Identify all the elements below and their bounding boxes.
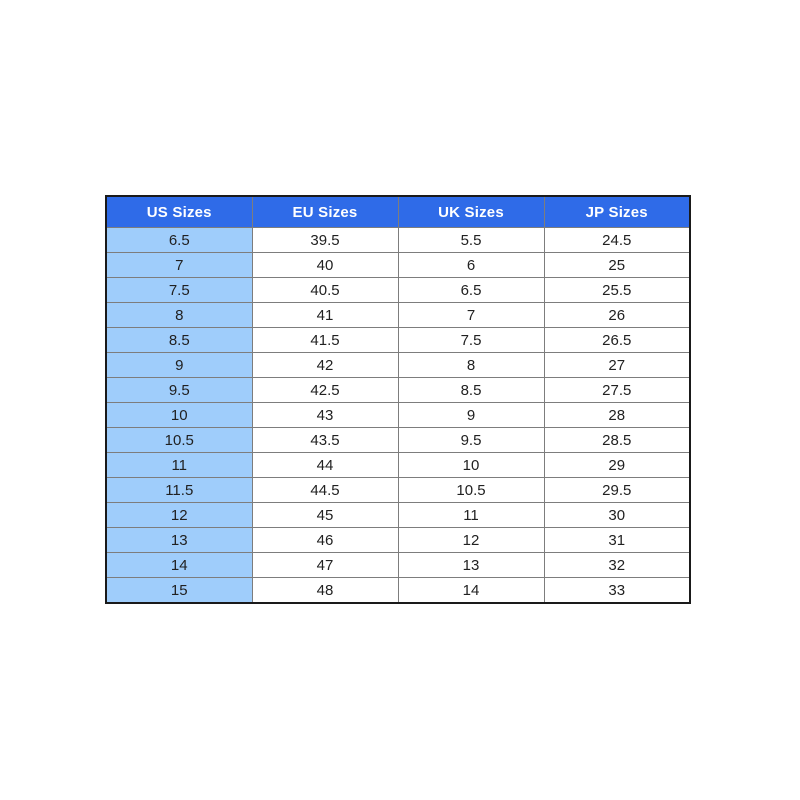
- table-cell: 29.5: [543, 477, 691, 503]
- table-row: 14 47 13 32: [105, 552, 691, 578]
- column-header-eu-sizes: EU Sizes: [251, 195, 399, 228]
- column-header-us-sizes: US Sizes: [105, 195, 253, 228]
- table-cell: 7.5: [105, 277, 253, 303]
- column-header-uk-sizes: UK Sizes: [397, 195, 545, 228]
- table-cell: 27: [543, 352, 691, 378]
- table-cell: 5.5: [397, 227, 545, 253]
- table-cell: 25.5: [543, 277, 691, 303]
- header-row: US Sizes EU Sizes UK Sizes JP Sizes: [105, 195, 691, 228]
- table-cell: 40: [251, 252, 399, 278]
- table-cell: 26.5: [543, 327, 691, 353]
- table-cell: 7: [397, 302, 545, 328]
- table-row: 13 46 12 31: [105, 527, 691, 553]
- table-row: 15 48 14 33: [105, 577, 691, 604]
- table-cell: 10: [397, 452, 545, 478]
- table-cell: 9: [397, 402, 545, 428]
- table-body: 6.5 39.5 5.5 24.5 7 40 6 25 7.5 40.5 6.5 25.5 8 41 7 26…: [105, 227, 691, 604]
- table-row: 11.5 44.5 10.5 29.5: [105, 477, 691, 503]
- table-cell: 7: [105, 252, 253, 278]
- table-cell: 42.5: [251, 377, 399, 403]
- table-cell: 13: [397, 552, 545, 578]
- table-cell: 8: [397, 352, 545, 378]
- table-cell: 9: [105, 352, 253, 378]
- table-cell: 46: [251, 527, 399, 553]
- table-cell: 10.5: [397, 477, 545, 503]
- table-cell: 15: [105, 577, 253, 604]
- table-row: 6.5 39.5 5.5 24.5: [105, 227, 691, 253]
- table-cell: 10: [105, 402, 253, 428]
- table-cell: 6: [397, 252, 545, 278]
- table-row: 10.5 43.5 9.5 28.5: [105, 427, 691, 453]
- table-cell: 29: [543, 452, 691, 478]
- table-cell: 47: [251, 552, 399, 578]
- table-cell: 9.5: [397, 427, 545, 453]
- table-cell: 33: [543, 577, 691, 604]
- table-cell: 11: [397, 502, 545, 528]
- table-cell: 43.5: [251, 427, 399, 453]
- table-row: 12 45 11 30: [105, 502, 691, 528]
- table-cell: 13: [105, 527, 253, 553]
- table-cell: 28: [543, 402, 691, 428]
- size-conversion-table-container: US Sizes EU Sizes UK Sizes JP Sizes 6.5 39.5…: [105, 195, 691, 604]
- table-row: 9 42 8 27: [105, 352, 691, 378]
- table-cell: 8.5: [397, 377, 545, 403]
- table-cell: 12: [105, 502, 253, 528]
- table-cell: 44.5: [251, 477, 399, 503]
- table-cell: 25: [543, 252, 691, 278]
- table-cell: 8: [105, 302, 253, 328]
- table-cell: 26: [543, 302, 691, 328]
- table-cell: 14: [397, 577, 545, 604]
- table-row: 8 41 7 26: [105, 302, 691, 328]
- table-cell: 41: [251, 302, 399, 328]
- table-row: 8.5 41.5 7.5 26.5: [105, 327, 691, 353]
- table-cell: 30: [543, 502, 691, 528]
- table-cell: 8.5: [105, 327, 253, 353]
- table-cell: 43: [251, 402, 399, 428]
- table-cell: 41.5: [251, 327, 399, 353]
- table-cell: 27.5: [543, 377, 691, 403]
- table-cell: 40.5: [251, 277, 399, 303]
- table-cell: 7.5: [397, 327, 545, 353]
- table-cell: 32: [543, 552, 691, 578]
- table-cell: 6.5: [105, 227, 253, 253]
- table-cell: 6.5: [397, 277, 545, 303]
- table-cell: 10.5: [105, 427, 253, 453]
- table-cell: 24.5: [543, 227, 691, 253]
- size-conversion-table: US Sizes EU Sizes UK Sizes JP Sizes 6.5 39.5…: [105, 195, 691, 604]
- table-cell: 39.5: [251, 227, 399, 253]
- column-header-jp-sizes: JP Sizes: [543, 195, 691, 228]
- table-cell: 48: [251, 577, 399, 604]
- table-cell: 11.5: [105, 477, 253, 503]
- table-cell: 9.5: [105, 377, 253, 403]
- table-cell: 44: [251, 452, 399, 478]
- table-cell: 42: [251, 352, 399, 378]
- table-row: 9.5 42.5 8.5 27.5: [105, 377, 691, 403]
- table-cell: 45: [251, 502, 399, 528]
- table-cell: 31: [543, 527, 691, 553]
- table-row: 11 44 10 29: [105, 452, 691, 478]
- table-row: 7 40 6 25: [105, 252, 691, 278]
- table-header: US Sizes EU Sizes UK Sizes JP Sizes: [105, 195, 691, 228]
- table-cell: 14: [105, 552, 253, 578]
- table-row: 7.5 40.5 6.5 25.5: [105, 277, 691, 303]
- table-cell: 12: [397, 527, 545, 553]
- table-row: 10 43 9 28: [105, 402, 691, 428]
- table-cell: 28.5: [543, 427, 691, 453]
- table-cell: 11: [105, 452, 253, 478]
